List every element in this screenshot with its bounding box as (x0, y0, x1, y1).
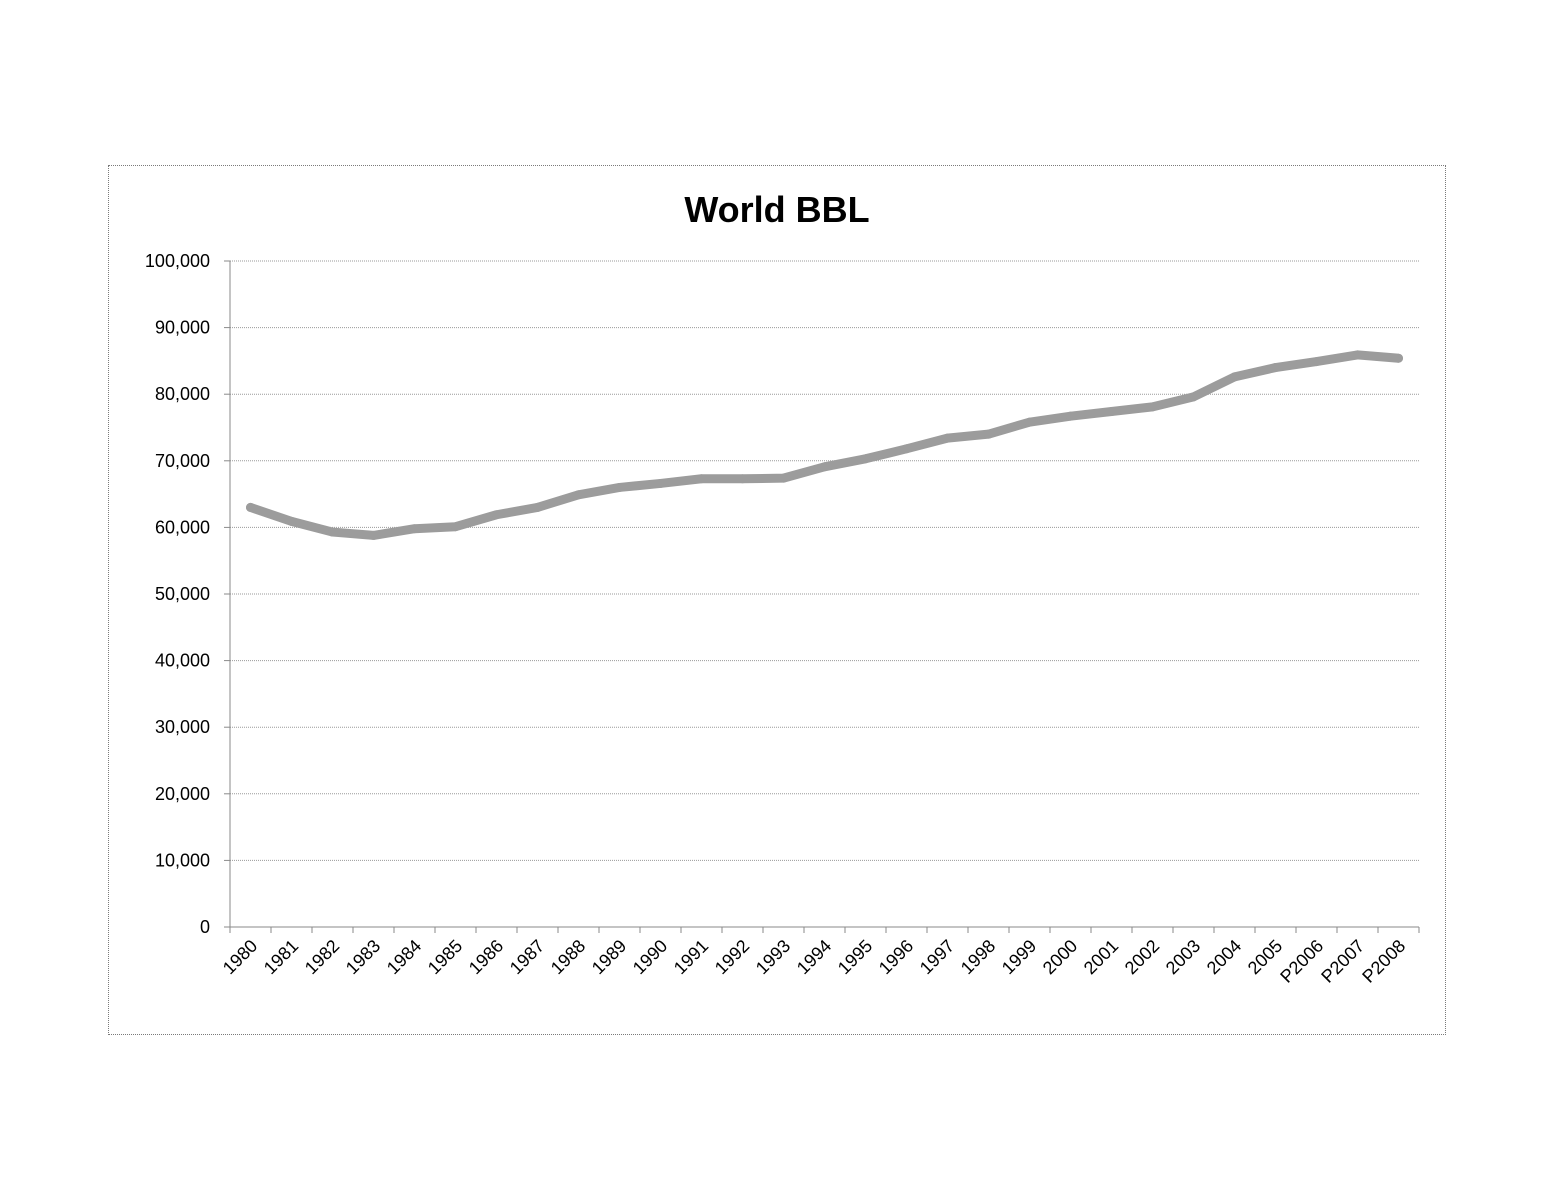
data-point (1271, 363, 1280, 373)
y-tick-label: 90,000 (155, 318, 210, 338)
data-point (1107, 407, 1116, 417)
x-tick-label: 1994 (793, 936, 835, 978)
data-point (656, 478, 665, 488)
data-point (1025, 417, 1034, 427)
x-tick-label: 1996 (875, 936, 917, 978)
data-point (492, 510, 501, 520)
x-tick-label: 1983 (342, 936, 384, 978)
gridlines (224, 260, 1419, 928)
y-axis-tick-labels: 0 10,000 20,000 30,000 40,000 50,000 60,000 70,… (145, 251, 210, 937)
data-point (820, 462, 829, 472)
data-point (615, 482, 624, 492)
x-tick-label: P2006 (1276, 936, 1327, 987)
y-tick-label: 30,000 (155, 717, 210, 737)
data-point (328, 527, 337, 537)
x-tick-label: 1989 (588, 936, 630, 978)
x-tick-label: 1993 (752, 936, 794, 978)
x-tick-label: 1988 (547, 936, 589, 978)
x-tick-label: 2001 (1080, 936, 1122, 978)
y-tick-label: 100,000 (145, 251, 210, 271)
data-point (369, 530, 378, 540)
x-axis-tick-labels: 1980198119821983198419851986198719881989… (219, 936, 1409, 987)
x-tick-label: 1980 (219, 936, 261, 978)
data-point (246, 502, 255, 512)
y-tick-label: 10,000 (155, 850, 210, 870)
x-tick-label: 1990 (629, 936, 671, 978)
x-tick-label: 2002 (1121, 936, 1163, 978)
chart-frame (108, 165, 1446, 1035)
data-point (451, 522, 460, 532)
y-tick-label: 40,000 (155, 651, 210, 671)
x-tick-label: 1999 (998, 936, 1040, 978)
data-point (738, 474, 747, 484)
data-point (1066, 411, 1075, 421)
data-point (1353, 350, 1362, 360)
data-point (410, 524, 419, 534)
data-point (779, 473, 788, 483)
y-tick-label: 20,000 (155, 784, 210, 804)
x-tick-label: 1985 (424, 936, 466, 978)
x-tick-label: 1991 (670, 936, 712, 978)
x-tick-label: P2007 (1317, 936, 1368, 987)
y-tick-label: 60,000 (155, 517, 210, 537)
x-tick-label: 2003 (1162, 936, 1204, 978)
data-point (984, 429, 993, 439)
x-tick-label: 1998 (957, 936, 999, 978)
data-point (1312, 357, 1321, 367)
x-tick-label: 1986 (465, 936, 507, 978)
data-point (533, 502, 542, 512)
x-tick-label: 2004 (1203, 936, 1245, 978)
data-point (697, 474, 706, 484)
x-tick-label: 1995 (834, 936, 876, 978)
y-tick-label: 80,000 (155, 384, 210, 404)
x-tick-label: 1987 (506, 936, 548, 978)
axes (229, 261, 1420, 933)
x-tick-label: 1981 (260, 936, 302, 978)
data-point (1189, 392, 1198, 402)
y-tick-label: 0 (200, 917, 210, 937)
data-point (287, 516, 296, 526)
data-point (1148, 402, 1157, 412)
data-point (943, 433, 952, 443)
y-tick-label: 50,000 (155, 584, 210, 604)
data-point (574, 490, 583, 500)
x-tick-label: 2000 (1039, 936, 1081, 978)
series-line (246, 350, 1403, 540)
series-group (246, 350, 1403, 540)
data-point (861, 454, 870, 464)
x-tick-label: 1992 (711, 936, 753, 978)
data-point (902, 444, 911, 454)
x-tick-label: P2008 (1358, 936, 1409, 987)
x-tick-label: 1982 (301, 936, 343, 978)
y-tick-label: 70,000 (155, 451, 210, 471)
x-tick-label: 1997 (916, 936, 958, 978)
data-point (1230, 372, 1239, 382)
x-tick-label: 1984 (383, 936, 425, 978)
chart-title: World BBL (684, 189, 869, 230)
data-point (1394, 353, 1403, 363)
